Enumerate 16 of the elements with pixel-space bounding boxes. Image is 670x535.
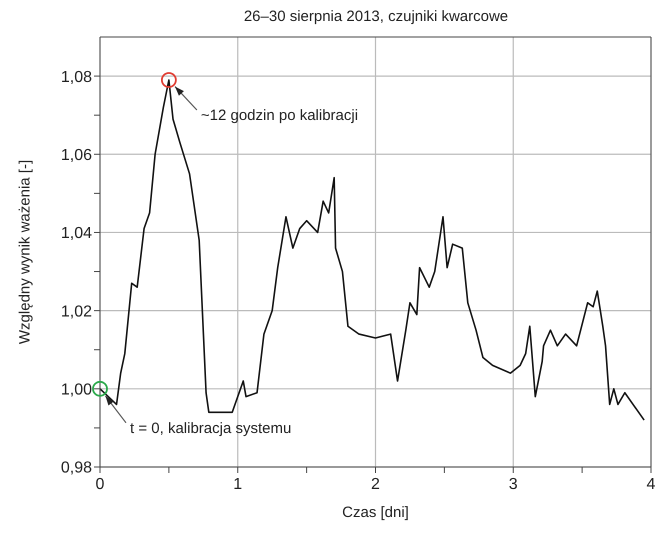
y-tick-label: 1,00 — [60, 382, 92, 398]
y-tick-label: 1,06 — [60, 146, 92, 164]
x-tick-label: 4 — [646, 476, 656, 493]
y-tick-label: 1,02 — [60, 303, 92, 320]
y-tick-label: 1,08 — [60, 68, 92, 86]
x-axis-title: Czas [dni] — [342, 504, 409, 521]
y-tick-label: 0,98 — [60, 460, 92, 477]
x-tick-label: 2 — [371, 476, 380, 493]
x-tick-label: 1 — [233, 476, 242, 493]
chart-title: 26–30 sierpnia 2013, czujniki kwarcowe — [242, 8, 510, 25]
x-tick-label: 0 — [96, 476, 105, 493]
y-axis-title: Względny wynik ważenia [-] — [16, 160, 34, 344]
annotation: t = 0, kalibracja systemu — [130, 420, 292, 437]
y-tick-label: 1,04 — [60, 225, 92, 242]
annotation: ~12 godzin po kalibracji — [200, 106, 358, 124]
x-tick-label: 3 — [508, 476, 518, 493]
